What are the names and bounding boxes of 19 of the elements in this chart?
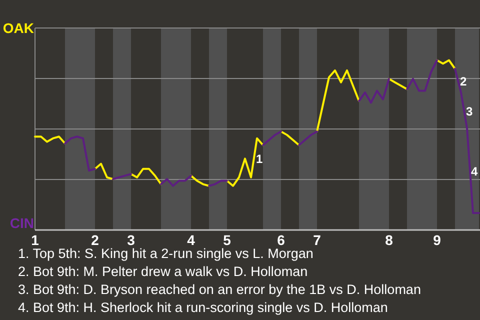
annotation: 4 <box>471 164 478 179</box>
text: 2. Bot 9th: M. Pelter drew a walk vs D. Holloman <box>18 264 308 279</box>
x-tick-label: 1 <box>31 232 40 248</box>
x-tick-label: 9 <box>433 232 442 248</box>
x-tick-label: 7 <box>313 232 322 248</box>
x-tick-label: 8 <box>385 232 394 248</box>
x-tick-label: 3 <box>127 232 136 248</box>
text: 1. Top 5th: S. King hit a 2-run single vs L. Morgan <box>18 246 314 261</box>
annotation: 1 <box>256 152 263 166</box>
text: OAK <box>2 20 34 36</box>
x-tick-label: 2 <box>91 232 100 248</box>
text: 3. Bot 9th: D. Bryson reached on an error by the 1B vs D. Holloman <box>18 282 421 297</box>
annotation: 3 <box>466 104 473 118</box>
text: 4. Bot 9th: H. Sherlock hit a run-scoring single vs D. Holloman <box>18 300 388 315</box>
x-tick-label: 5 <box>223 232 232 248</box>
x-tick-label: 6 <box>277 232 286 248</box>
x-tick-label: 4 <box>187 232 196 248</box>
annotation: 2 <box>460 74 467 89</box>
text: CIN <box>10 215 34 231</box>
